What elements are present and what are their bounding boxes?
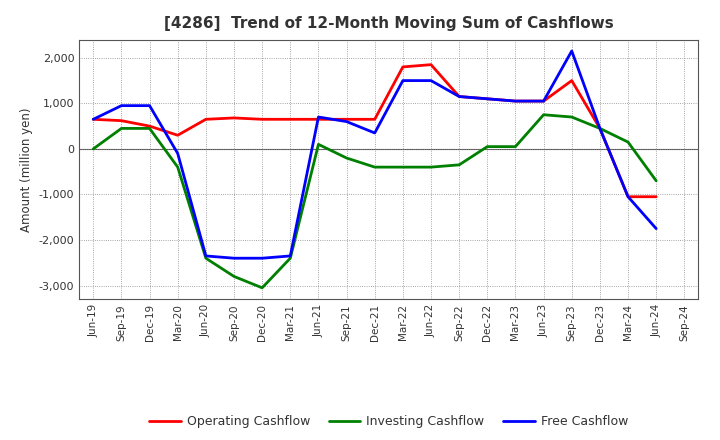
Investing Cashflow (455, 162, 464, 168)
Y-axis label: Amount (million yen): Amount (million yen) (20, 107, 33, 231)
Investing Cashflow (174, 165, 182, 170)
Operating Cashflow (511, 99, 520, 104)
Operating Cashflow (314, 117, 323, 122)
Investing Cashflow (567, 114, 576, 120)
Line: Operating Cashflow: Operating Cashflow (94, 65, 656, 197)
Free Cashflow (258, 256, 266, 261)
Investing Cashflow (624, 139, 632, 145)
Operating Cashflow (455, 94, 464, 99)
Operating Cashflow (258, 117, 266, 122)
Investing Cashflow (202, 256, 210, 261)
Operating Cashflow (286, 117, 294, 122)
Free Cashflow (342, 119, 351, 124)
Free Cashflow (455, 94, 464, 99)
Investing Cashflow (314, 142, 323, 147)
Free Cashflow (427, 78, 436, 83)
Investing Cashflow (483, 144, 492, 149)
Free Cashflow (399, 78, 408, 83)
Free Cashflow (483, 96, 492, 102)
Investing Cashflow (89, 146, 98, 151)
Free Cashflow (511, 99, 520, 104)
Free Cashflow (117, 103, 126, 108)
Investing Cashflow (370, 165, 379, 170)
Operating Cashflow (483, 96, 492, 102)
Investing Cashflow (230, 274, 238, 279)
Investing Cashflow (145, 126, 154, 131)
Line: Free Cashflow: Free Cashflow (94, 51, 656, 258)
Free Cashflow (314, 114, 323, 120)
Free Cashflow (230, 256, 238, 261)
Investing Cashflow (652, 178, 660, 183)
Free Cashflow (145, 103, 154, 108)
Operating Cashflow (399, 64, 408, 70)
Operating Cashflow (539, 99, 548, 104)
Investing Cashflow (117, 126, 126, 131)
Operating Cashflow (89, 117, 98, 122)
Investing Cashflow (286, 256, 294, 261)
Operating Cashflow (342, 117, 351, 122)
Free Cashflow (652, 226, 660, 231)
Operating Cashflow (117, 118, 126, 123)
Operating Cashflow (370, 117, 379, 122)
Free Cashflow (286, 253, 294, 259)
Free Cashflow (539, 99, 548, 104)
Operating Cashflow (567, 78, 576, 83)
Free Cashflow (370, 130, 379, 136)
Title: [4286]  Trend of 12-Month Moving Sum of Cashflows: [4286] Trend of 12-Month Moving Sum of C… (164, 16, 613, 32)
Free Cashflow (595, 126, 604, 131)
Investing Cashflow (258, 285, 266, 290)
Operating Cashflow (624, 194, 632, 199)
Investing Cashflow (427, 165, 436, 170)
Investing Cashflow (539, 112, 548, 117)
Investing Cashflow (511, 144, 520, 149)
Free Cashflow (174, 151, 182, 156)
Operating Cashflow (427, 62, 436, 67)
Investing Cashflow (399, 165, 408, 170)
Free Cashflow (89, 117, 98, 122)
Investing Cashflow (342, 155, 351, 161)
Line: Investing Cashflow: Investing Cashflow (94, 115, 656, 288)
Operating Cashflow (174, 132, 182, 138)
Investing Cashflow (595, 126, 604, 131)
Free Cashflow (624, 194, 632, 199)
Operating Cashflow (595, 126, 604, 131)
Free Cashflow (202, 253, 210, 259)
Operating Cashflow (202, 117, 210, 122)
Operating Cashflow (230, 115, 238, 121)
Operating Cashflow (652, 194, 660, 199)
Operating Cashflow (145, 124, 154, 129)
Free Cashflow (567, 48, 576, 54)
Legend: Operating Cashflow, Investing Cashflow, Free Cashflow: Operating Cashflow, Investing Cashflow, … (149, 415, 629, 428)
